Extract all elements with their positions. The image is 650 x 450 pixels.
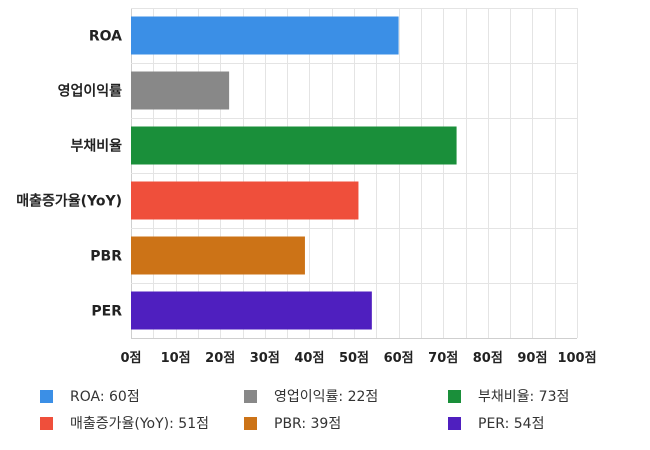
x-tick-label: 60점 <box>384 351 414 366</box>
legend-swatch <box>244 389 257 403</box>
x-tick-label: 100점 <box>557 351 596 366</box>
legend-item: 영업이익률: 22점 <box>244 386 378 406</box>
grid <box>131 8 578 339</box>
x-tick-label: 0점 <box>120 351 141 366</box>
legend-swatch <box>448 416 461 430</box>
legend-label: 영업이익률: 22점 <box>274 389 379 405</box>
legend-item: 부채비율: 73점 <box>448 386 569 406</box>
bar-2 <box>131 71 230 110</box>
x-tick-label: 10점 <box>161 351 191 366</box>
x-tick-label: 80점 <box>473 351 503 366</box>
legend-swatch <box>40 416 53 430</box>
category-label: 부채비율 <box>70 138 122 155</box>
legend-swatch <box>448 389 461 403</box>
legend-label: 부채비율: 73점 <box>478 389 570 405</box>
bar-5 <box>131 236 305 275</box>
bar-1 <box>131 16 399 55</box>
category-label: PBR <box>90 249 122 265</box>
category-label: 영업이익률 <box>58 83 123 100</box>
x-tick-label: 90점 <box>517 351 547 366</box>
legend-swatch <box>244 416 257 430</box>
legend-label: PER: 54점 <box>478 416 545 432</box>
x-tick-label: 50점 <box>339 351 369 366</box>
legend-item: PBR: 39점 <box>244 413 341 433</box>
legend-label: PBR: 39점 <box>274 416 342 432</box>
bar-6 <box>131 291 372 330</box>
x-tick-label: 20점 <box>205 351 235 366</box>
x-tick-label: 70점 <box>428 351 458 366</box>
x-tick-labels: 0점 10점 20점 30점 40점 50점 60점 70점 80점 90점 100점 <box>120 351 596 366</box>
legend-item: 매출증가율(YoY): 51점 <box>40 413 209 433</box>
x-tick-label: 40점 <box>294 351 324 366</box>
bar-4 <box>131 181 359 220</box>
x-tick-label: 30점 <box>250 351 280 366</box>
legend-item: ROA: 60점 <box>40 386 140 406</box>
category-label: ROA <box>89 29 122 45</box>
bars <box>131 16 457 330</box>
legend-label: 매출증가율(YoY): 51점 <box>70 416 209 432</box>
legend-swatch <box>40 389 53 403</box>
legend-label: ROA: 60점 <box>70 389 140 405</box>
category-label: 매출증가율(YoY) <box>16 193 122 210</box>
bar-3 <box>131 126 457 165</box>
category-label: PER <box>91 304 122 320</box>
legend-item: PER: 54점 <box>448 413 544 433</box>
